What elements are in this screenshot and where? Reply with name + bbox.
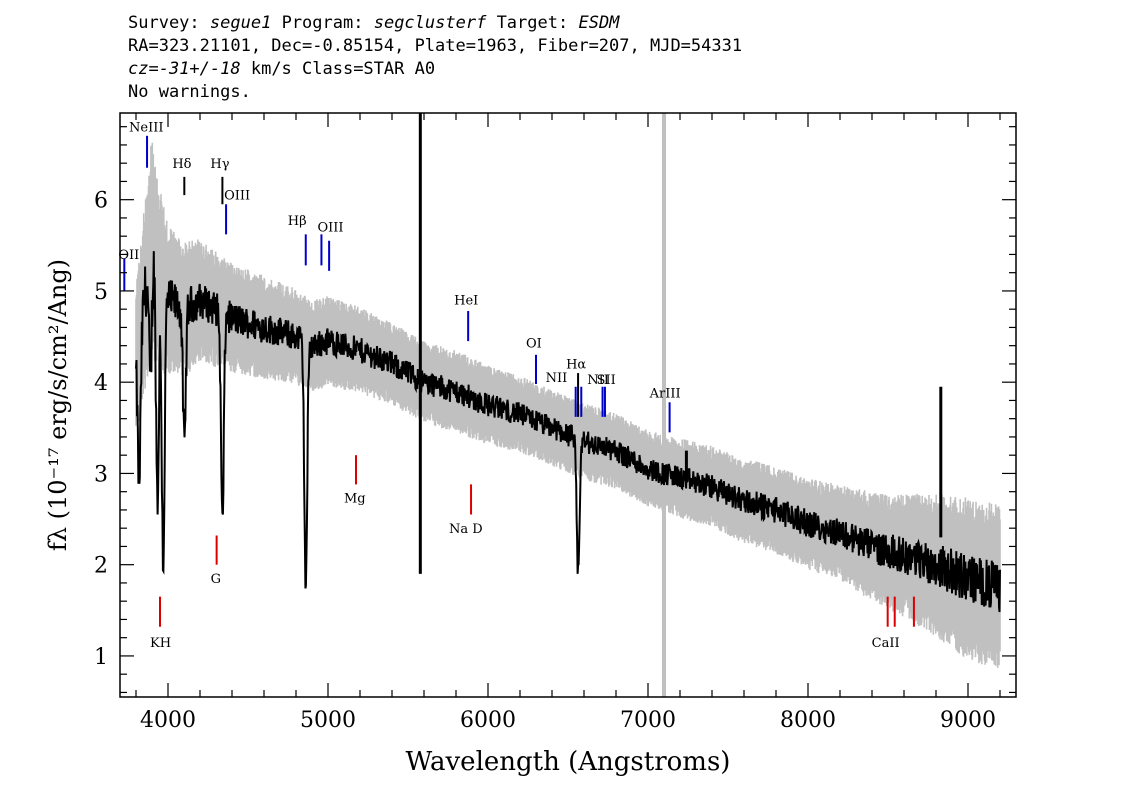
- y-tick-label: 6: [94, 189, 108, 214]
- flux-line: [135, 251, 1001, 613]
- program-label: Program:: [281, 13, 364, 33]
- x-tick-label: 5000: [300, 708, 356, 733]
- y-tick-label: 1: [94, 645, 108, 670]
- marker-label-mg: Mg: [344, 492, 366, 507]
- target-label: Target:: [496, 13, 569, 33]
- marker-label-ariii: ArIII: [649, 387, 681, 402]
- marker-label-hβ: Hβ: [288, 214, 307, 229]
- target-value: ESDM: [578, 13, 620, 33]
- marker-label-hγ: Hγ: [210, 157, 229, 172]
- marker-label-caii: CaII: [872, 636, 900, 651]
- marker-label-oiii: OIII: [224, 189, 250, 204]
- marker-label-g: G: [211, 572, 221, 587]
- marker-label-oi: OI: [526, 337, 542, 352]
- x-tick-label: 9000: [940, 708, 996, 733]
- marker-label-nii: NII: [546, 371, 568, 386]
- flux-spectrum: [135, 113, 1001, 613]
- survey-value: segue1: [209, 13, 272, 33]
- x-tick-label: 7000: [620, 708, 676, 733]
- spectrum-header: Survey: segue1 Program: segclusterf Targ…: [128, 12, 742, 104]
- y-tick-label: 2: [94, 554, 108, 579]
- plot-frame: [119, 112, 1017, 698]
- y-tick-label: 4: [94, 371, 108, 396]
- error-band: [135, 142, 1001, 668]
- header-line-survey: Survey: segue1 Program: segclusterf Targ…: [128, 12, 742, 35]
- header-line-coordinates: RA=323.21101, Dec=-0.85154, Plate=1963, …: [128, 36, 743, 56]
- y-tick-label: 3: [94, 462, 108, 487]
- x-axis-label: Wavelength (Angstroms): [406, 747, 731, 777]
- y-tick-label: 5: [94, 280, 108, 305]
- x-tick-label: 8000: [780, 708, 836, 733]
- marker-label-neiii: NeIII: [129, 120, 163, 135]
- error-spectrum: [135, 142, 1001, 668]
- marker-label-hei: HeI: [454, 294, 478, 309]
- marker-label-sii: SII: [597, 373, 616, 388]
- survey-label: Survey:: [128, 13, 200, 33]
- marker-label-kh: KH: [150, 636, 171, 651]
- header-line-redshift: cz=-31+/-18 km/s Class=STAR A0: [128, 58, 742, 81]
- bad-pixel-band: [662, 113, 666, 697]
- y-axis-ticks: 1 2 3 4 5 6: [94, 126, 1016, 694]
- marker-label-hδ: Hδ: [172, 157, 191, 172]
- marker-label-oiii: OIII: [317, 221, 343, 236]
- bad-pixel-band-rect: [662, 113, 666, 697]
- marker-label-oii: OII: [118, 248, 139, 263]
- marker-label-hα: Hα: [566, 358, 586, 373]
- program-value: segclusterf: [373, 13, 487, 33]
- header-line-warnings: No warnings.: [128, 82, 251, 102]
- x-axis-ticks: 4000 5000 6000 7000 8000 9000: [135, 113, 1001, 733]
- marker-label-na-d: Na D: [449, 522, 483, 537]
- marker-label-nii: NII: [587, 373, 609, 388]
- cz-class: km/s Class=STAR A0: [240, 59, 436, 79]
- x-tick-label: 6000: [460, 708, 516, 733]
- x-tick-label: 4000: [140, 708, 196, 733]
- y-axis-label: fλ (10⁻¹⁷ erg/s/cm²/Ang): [44, 259, 72, 551]
- cz-label: cz=: [128, 59, 159, 79]
- cz-value: -31+/-18: [158, 59, 241, 79]
